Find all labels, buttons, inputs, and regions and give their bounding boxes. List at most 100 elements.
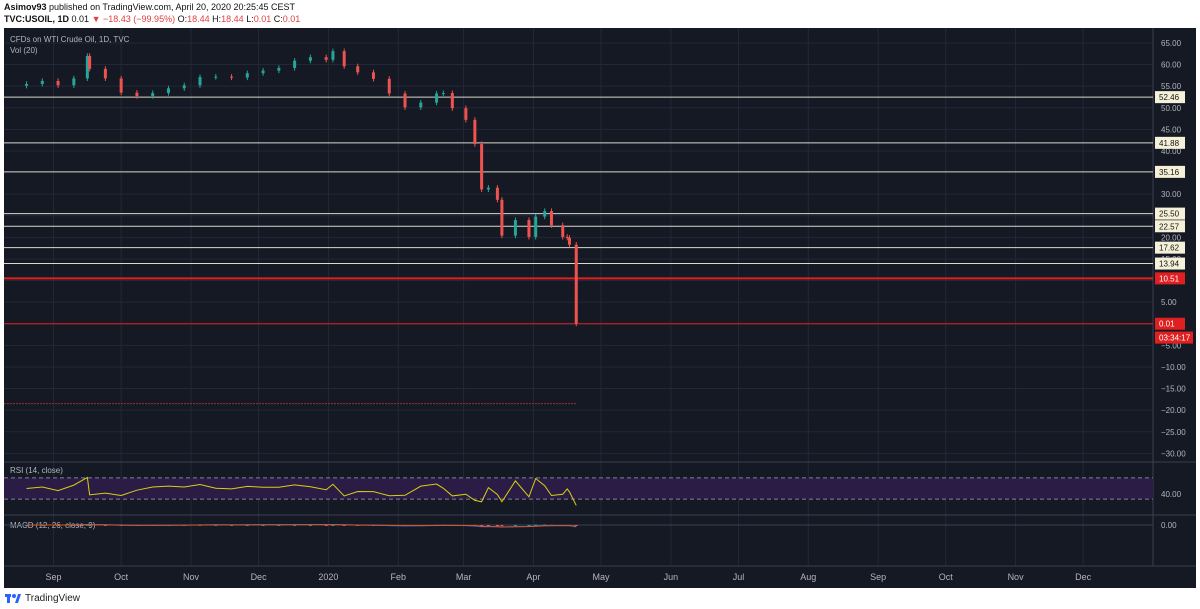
price-label: 35.16 <box>1159 168 1180 177</box>
quote-price: 0.01 <box>71 14 90 24</box>
rsi-band <box>4 477 1153 500</box>
y-tick-label: 5.00 <box>1161 298 1177 307</box>
ohlc-low-label: L: <box>246 14 254 24</box>
macd-histogram-bar <box>480 525 484 526</box>
candle-body <box>151 93 155 97</box>
price-label: 13.94 <box>1159 260 1180 269</box>
candle-body <box>103 68 107 79</box>
y-tick-label: 40.00 <box>1161 147 1182 156</box>
ohlc-open-value: 18.44 <box>187 14 210 24</box>
x-tick-label: Jul <box>733 572 745 582</box>
macd-histogram-bar <box>513 524 517 526</box>
x-tick-label: Oct <box>939 572 954 582</box>
countdown-label: 03:34:17 <box>1159 334 1191 343</box>
y-tick-label: 65.00 <box>1161 39 1182 48</box>
macd-histogram-bar <box>277 524 281 526</box>
y-tick-label: 50.00 <box>1161 104 1182 113</box>
macd-histogram-bar <box>261 524 265 526</box>
macd-histogram-bar <box>245 524 249 526</box>
price-chart[interactable]: Sep Oct Nov Dec 2020 Feb Mar Apr May Jun Jul Aug Sep… <box>0 0 1200 588</box>
candle-body <box>342 51 346 67</box>
ohlc-close-label: C: <box>273 14 283 24</box>
y-tick-label: 20.00 <box>1161 233 1182 242</box>
rsi-line <box>26 476 577 506</box>
candle-body <box>419 102 423 108</box>
macd-histogram-bar <box>495 525 499 526</box>
candle-body <box>293 60 297 69</box>
candle-body <box>245 73 249 78</box>
y-tick-label: 55.00 <box>1161 82 1182 91</box>
candle-body <box>356 66 360 73</box>
candle-body <box>324 57 328 60</box>
x-tick-label: Nov <box>183 572 200 582</box>
candle-body <box>486 187 490 190</box>
macd-histogram-bar <box>527 524 531 526</box>
symbol-quote-line: TVC:USOIL, 1D 0.01 ▼ −18.43 (−99.95%) O:… <box>4 14 300 24</box>
macd-histogram-bar <box>103 525 107 526</box>
candle-body <box>230 76 234 78</box>
macd-histogram-bar <box>72 524 76 526</box>
y-tick-label: −10.00 <box>1161 363 1186 372</box>
x-tick-label: Apr <box>526 572 540 582</box>
volume-indicator-label: Vol (20) <box>10 46 38 55</box>
ohlc-high-value: 18.44 <box>221 14 244 24</box>
candle-body <box>441 93 445 95</box>
price-label: 41.88 <box>1159 139 1180 148</box>
ohlc-low-value: 0.01 <box>253 14 272 24</box>
macd-histogram-bar <box>88 524 92 526</box>
candle-body <box>473 119 477 145</box>
publish-info: Asimov93 published on TradingView.com, A… <box>4 2 295 12</box>
price-label: 10.51 <box>1159 274 1180 283</box>
candle-body <box>331 51 335 60</box>
x-tick-label: Dec <box>251 572 268 582</box>
macd-histogram-bar <box>230 524 234 526</box>
chart-background <box>4 28 1196 588</box>
candle-body <box>135 92 139 97</box>
price-label-bg <box>1155 207 1185 220</box>
candle-body <box>308 57 312 61</box>
macd-histogram-bar <box>500 525 504 526</box>
candle-body <box>371 72 375 79</box>
y-tick-label: 45.00 <box>1161 125 1182 134</box>
candle-body <box>277 68 281 71</box>
price-label-bg <box>1155 272 1185 285</box>
x-tick-label: Feb <box>391 572 407 582</box>
candle-body <box>25 84 29 86</box>
ohlc-close-value: 0.01 <box>282 14 301 24</box>
x-tick-label: Dec <box>1075 572 1092 582</box>
x-tick-label: May <box>593 572 611 582</box>
candle-body <box>85 55 89 79</box>
signal-line <box>26 524 577 528</box>
y-tick-label: −15.00 <box>1161 385 1186 394</box>
candle-body <box>403 93 407 108</box>
macd-histogram-bar <box>486 525 490 526</box>
candle-body <box>527 220 531 237</box>
candle-body <box>561 225 565 237</box>
candle-body <box>543 211 547 217</box>
y-tick-label: −25.00 <box>1161 428 1186 437</box>
publish-text: published on TradingView.com, April 20, … <box>46 2 296 12</box>
macd-histogram-bar <box>85 524 89 526</box>
candle-body <box>198 77 202 86</box>
macd-histogram-bar <box>308 524 312 526</box>
candle-body <box>387 78 391 94</box>
footer: TradingView <box>0 588 1200 609</box>
candle-body <box>166 88 170 94</box>
price-label-bg <box>1155 241 1185 254</box>
x-tick-label: Mar <box>456 572 472 582</box>
author-name[interactable]: Asimov93 <box>4 2 47 12</box>
candle-body <box>435 93 439 103</box>
chart-title: CFDs on WTI Crude Oil, 1D, TVC <box>10 35 130 44</box>
y-tick-label: −30.00 <box>1161 449 1186 458</box>
price-label: 17.62 <box>1159 244 1180 253</box>
price-label-bg <box>1155 220 1185 233</box>
price-label-bg <box>1155 91 1185 104</box>
candle-body <box>40 80 44 84</box>
candle-body <box>56 80 60 86</box>
x-tick-label: Sep <box>46 572 62 582</box>
y-tick-label: 60.00 <box>1161 61 1182 70</box>
ohlc-open-label: O: <box>177 14 188 24</box>
tradingview-logo[interactable]: TradingView <box>5 592 80 604</box>
candle-body <box>534 216 538 237</box>
candle-body <box>214 76 218 78</box>
